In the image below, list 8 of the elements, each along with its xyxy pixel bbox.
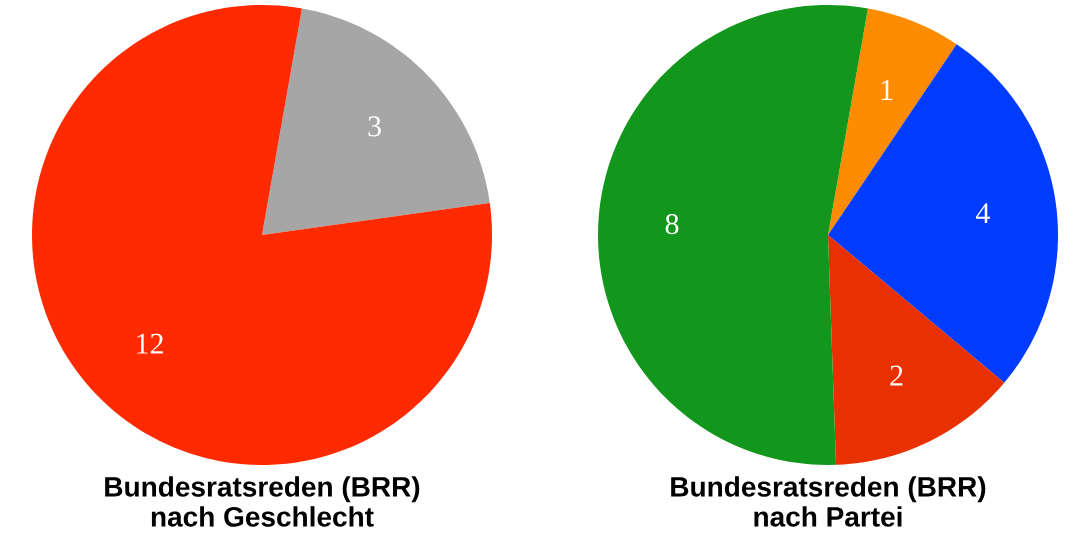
data-label: 8	[665, 213, 679, 235]
data-label: 12	[137, 333, 163, 354]
data-label: 4	[975, 203, 990, 224]
text: Bundesratsreden (BRR) nach Partei	[671, 476, 986, 527]
data-label: 2	[890, 365, 903, 386]
data-label: 3	[368, 116, 381, 137]
text: Bundesratsreden (BRR) nach Geschlecht	[105, 476, 420, 527]
data-label: 1	[881, 80, 893, 100]
